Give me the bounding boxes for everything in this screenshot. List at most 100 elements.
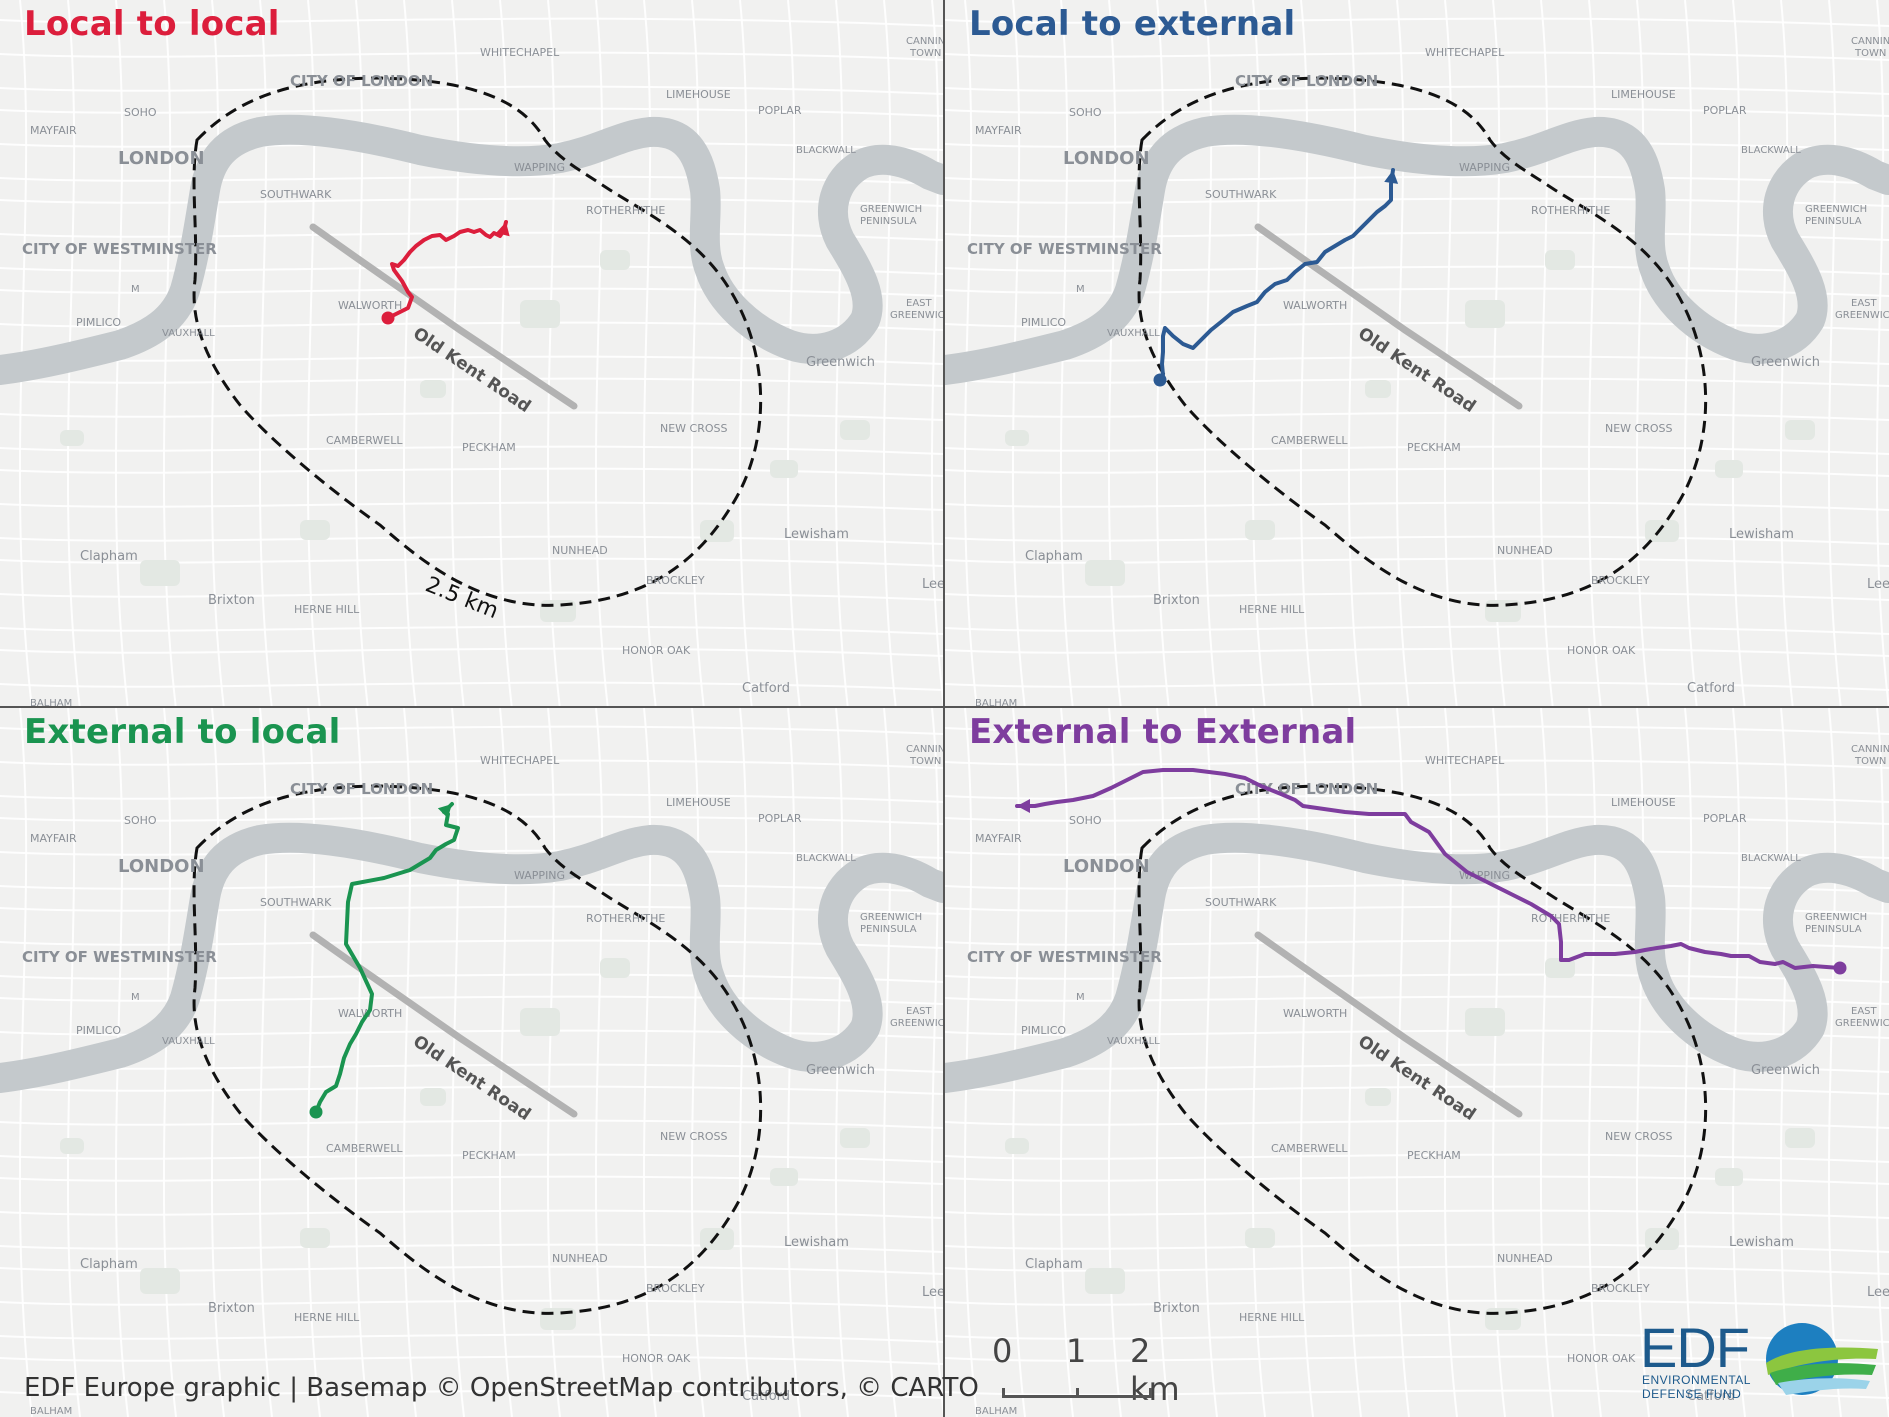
street-line (945, 1153, 1889, 1163)
map-label-wapping: WAPPING (514, 161, 565, 174)
map-label-lewisham: Lewisham (784, 527, 849, 542)
street-line (0, 377, 943, 387)
route-start-marker (1153, 373, 1167, 387)
park-area (140, 1268, 180, 1294)
map-label-greenwich-peninsula-2: PENINSULA (1805, 216, 1862, 227)
map-label-canning-town-1: CANNIN (906, 36, 943, 47)
map-label-lee: Lee (922, 577, 943, 592)
park-area (1465, 1008, 1505, 1036)
street-line (0, 625, 943, 635)
street-line (450, 708, 465, 1417)
park-area (1365, 1088, 1391, 1106)
street-line (945, 995, 1889, 1005)
vertical-divider (943, 0, 945, 1417)
street-line (18, 708, 33, 1417)
map-label-east-greenwich-1: EAST (1851, 298, 1878, 309)
basemap-layer: CITY OF LONDON WHITECHAPEL LIMEHOUSE POPLAR… (0, 0, 943, 706)
map-label-mayfair: MAYFAIR (975, 124, 1022, 137)
map-label-blackwall: BLACKWALL (796, 853, 856, 864)
zone-boundary-2-5km (1137, 784, 1708, 1315)
map-label-wapping: WAPPING (514, 869, 565, 882)
map-credit: EDF Europe graphic | Basemap © OpenStree… (24, 1373, 979, 1403)
map-label-m: M (131, 992, 140, 1003)
street-line (945, 681, 1889, 691)
map-label-brockley: BROCKLEY (1591, 574, 1650, 587)
map-label-limehouse: LIMEHOUSE (666, 796, 731, 809)
street-line (945, 905, 1889, 915)
map-label-soho: SOHO (1069, 814, 1102, 827)
thames-river (0, 114, 943, 385)
map-label-herne-hill: HERNE HILL (294, 603, 360, 616)
park-area (1545, 250, 1575, 270)
map-label-canning-town-2: TOWN (1854, 756, 1886, 767)
street-line (0, 1389, 943, 1399)
map-label-poplar: POPLAR (1703, 104, 1747, 117)
map-label-brixton: Brixton (1153, 1301, 1200, 1316)
map-label-city-of-london: CITY OF LONDON (290, 780, 433, 798)
street-line (945, 1333, 1889, 1343)
map-label-catford: Catford (742, 1389, 790, 1404)
map-label-catford: Catford (1687, 1389, 1735, 1404)
park-area (840, 1128, 870, 1148)
park-area (1005, 430, 1029, 446)
street-line (1395, 0, 1410, 706)
street-line (0, 501, 943, 511)
map-label-peckham: PECKHAM (462, 441, 516, 454)
park-area (700, 520, 734, 542)
street-line (945, 725, 1889, 735)
street-line (1875, 708, 1889, 1417)
street-line (1395, 708, 1410, 1417)
map-label-peckham: PECKHAM (1407, 1149, 1461, 1162)
street-line (945, 973, 1889, 983)
street-line (402, 708, 417, 1417)
map-label-westminster: CITY OF WESTMINSTER (22, 240, 217, 258)
street-line (945, 815, 1889, 825)
street-line (1011, 0, 1026, 706)
street-line (0, 725, 943, 735)
map-label-clapham: Clapham (1025, 1257, 1083, 1272)
map-label-soho: SOHO (1069, 106, 1102, 119)
street-line (945, 793, 1889, 803)
thames-river (945, 822, 1889, 1093)
map-label-whitechapel: WHITECHAPEL (1425, 46, 1505, 59)
map-label-greenwich-peninsula-1: GREENWICH (860, 912, 922, 923)
park-area (1715, 1168, 1743, 1186)
edf-logo-line2: DEFENSE FUND (1642, 1387, 1742, 1401)
street-line (258, 0, 273, 706)
map-label-pimlico: PIMLICO (1021, 316, 1066, 329)
park-area (140, 560, 180, 586)
street-line (0, 557, 943, 567)
street-line (0, 107, 943, 117)
street-line (0, 995, 943, 1005)
edf-logo-text: EDF (1640, 1316, 1750, 1379)
street-line (0, 939, 943, 949)
park-area (1785, 420, 1815, 440)
street-line (945, 1209, 1889, 1219)
street-line (0, 1243, 943, 1253)
zone-boundary-2-5km (192, 784, 763, 1315)
map-label-greenwich-peninsula-1: GREENWICH (1805, 204, 1867, 215)
map-label-blackwall: BLACKWALL (796, 145, 856, 156)
map-label-east-greenwich-1: EAST (906, 298, 933, 309)
street-line (0, 1299, 943, 1309)
street-line (354, 708, 369, 1417)
street-line (306, 0, 321, 706)
map-label-london: LONDON (118, 856, 205, 877)
map-label-greenwich: Greenwich (1751, 355, 1820, 370)
street-line (0, 51, 943, 61)
map-label-vauxhall: VAUXHALL (1107, 328, 1160, 339)
map-label-canning-town-2: TOWN (909, 756, 941, 767)
map-label-greenwich-peninsula-2: PENINSULA (1805, 924, 1862, 935)
map-label-east-greenwich-1: EAST (1851, 1006, 1878, 1017)
street-line (1827, 0, 1842, 706)
edf-logo-swoosh-icon (1766, 1323, 1878, 1395)
street-line (945, 647, 1889, 657)
street-line (0, 1175, 943, 1185)
street-line (0, 1119, 943, 1129)
street-line (945, 411, 1889, 421)
park-area (1645, 520, 1679, 542)
street-line (963, 708, 978, 1417)
map-label-brockley: BROCKLEY (646, 574, 705, 587)
map-label-greenwich-peninsula-1: GREENWICH (1805, 912, 1867, 923)
map-label-poplar: POPLAR (758, 104, 802, 117)
